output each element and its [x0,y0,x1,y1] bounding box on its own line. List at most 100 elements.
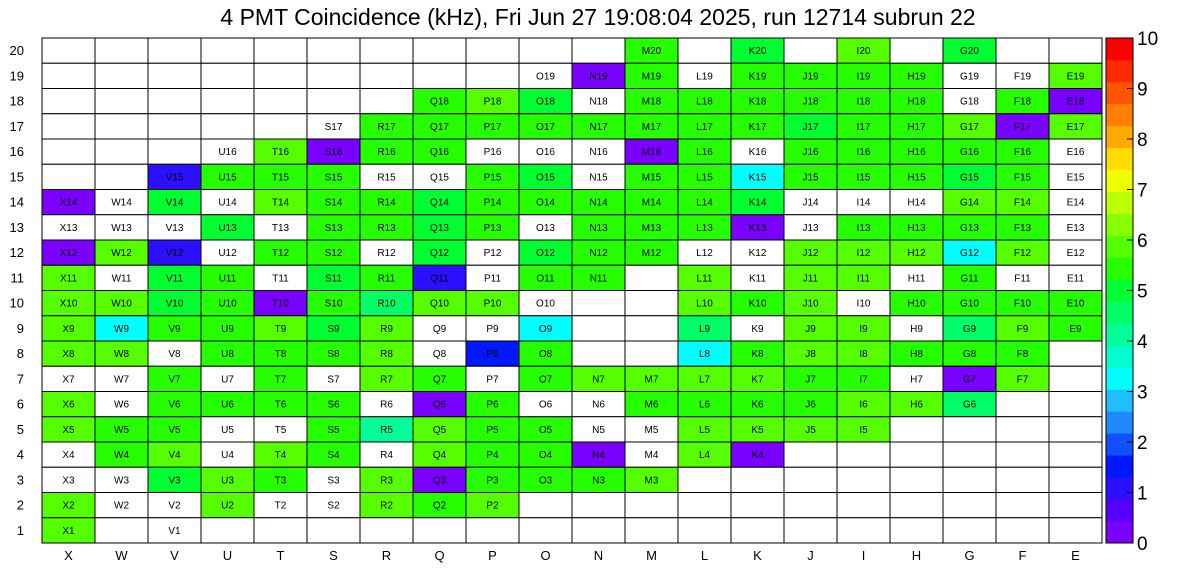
heatmap-cell [518,391,573,418]
palette-band [1106,147,1133,171]
cell-label: Q4 [433,450,447,461]
heatmap-cell [147,113,202,140]
cell-label: U4 [221,450,234,461]
cell-label: X10 [60,299,78,310]
heatmap-cell [200,163,255,190]
cell-label: M7 [645,374,659,385]
cell-label: G10 [960,299,979,310]
cell-label: U7 [221,374,234,385]
cell-label: G8 [963,349,977,360]
heatmap-cell [995,138,1050,165]
cell-label: G19 [960,71,979,82]
heatmap-cell [359,189,414,216]
heatmap-cell [306,163,361,190]
heatmap-cell [571,138,626,165]
heatmap-cell [465,37,520,64]
cell-label: V3 [168,475,181,486]
heatmap-cell [624,138,679,165]
heatmap-cell [730,466,785,493]
cell-label: T10 [272,299,290,310]
cell-label: Q13 [430,223,449,234]
palette-tick-label: 7 [1137,181,1148,202]
heatmap-cell [783,290,838,317]
cell-label: J15 [802,172,819,183]
heatmap-cell [942,113,997,140]
heatmap-cell [94,163,149,190]
heatmap-cell [200,37,255,64]
cell-label: L6 [699,400,711,411]
heatmap-cell [465,62,520,89]
heatmap-cell [1048,466,1103,493]
heatmap-cell [836,113,891,140]
heatmap-cell [889,88,944,115]
heatmap-cell [783,214,838,241]
heatmap-cell [783,441,838,468]
cell-label: I15 [857,172,871,183]
cell-label: S4 [327,450,340,461]
x-tick-label: H [912,548,921,563]
heatmap-cell [836,340,891,367]
cell-label: N6 [592,400,605,411]
heatmap-cell [942,517,997,544]
cell-label: F9 [1017,324,1029,335]
heatmap-cell [783,163,838,190]
cell-label: G11 [960,273,979,284]
heatmap-cell [147,239,202,266]
cell-label: U6 [221,400,234,411]
heatmap-cell [942,189,997,216]
cell-label: H15 [907,172,926,183]
heatmap-cell [677,37,732,64]
cell-label: L14 [696,198,713,209]
cell-label: M18 [642,97,662,108]
cell-label: S8 [327,349,340,360]
heatmap-cell [1048,214,1103,241]
cell-label: E13 [1067,223,1085,234]
heatmap-cell [942,340,997,367]
cell-label: S13 [325,223,343,234]
cell-label: R4 [380,450,393,461]
palette-band [1106,279,1133,302]
cell-label: P14 [484,198,502,209]
cell-label: H12 [907,248,926,259]
cell-label: U10 [218,299,237,310]
heatmap-cell [465,391,520,418]
heatmap-cell [571,88,626,115]
heatmap-cell [94,214,149,241]
heatmap-cell [836,138,891,165]
cell-label: I9 [859,324,868,335]
heatmap-cell [1048,416,1103,443]
cell-label: Q8 [433,349,447,360]
cell-label: O18 [536,97,555,108]
heatmap-cell [200,113,255,140]
cell-label: W10 [111,299,132,310]
heatmap-cell [942,138,997,165]
heatmap-cell [253,163,308,190]
cell-label: S5 [327,425,340,436]
heatmap-cell [94,138,149,165]
heatmap-cell [1048,315,1103,342]
cell-label: R14 [377,198,396,209]
heatmap-cell [783,492,838,519]
y-tick-label: 1 [17,523,24,538]
cell-label: T13 [272,223,290,234]
heatmap-cell [1048,391,1103,418]
heatmap-cell [1048,264,1103,291]
cell-label: X13 [60,223,78,234]
heatmap-cell [889,62,944,89]
cell-label: P3 [486,475,499,486]
cell-label: K11 [749,273,766,284]
x-tick-label: K [753,548,762,563]
x-tick-label: F [1019,548,1027,563]
heatmap-cell [1048,138,1103,165]
cell-label: F7 [1017,374,1029,385]
cell-label: S7 [327,374,340,385]
heatmap-cell [783,239,838,266]
cell-label: F12 [1014,248,1032,259]
x-tick-label: O [540,548,550,563]
heatmap-cell [41,88,96,115]
cell-label: L10 [696,299,713,310]
cell-label: J18 [802,97,819,108]
cell-label: V8 [168,349,181,360]
cell-label: O4 [539,450,553,461]
cell-label: V9 [168,324,181,335]
